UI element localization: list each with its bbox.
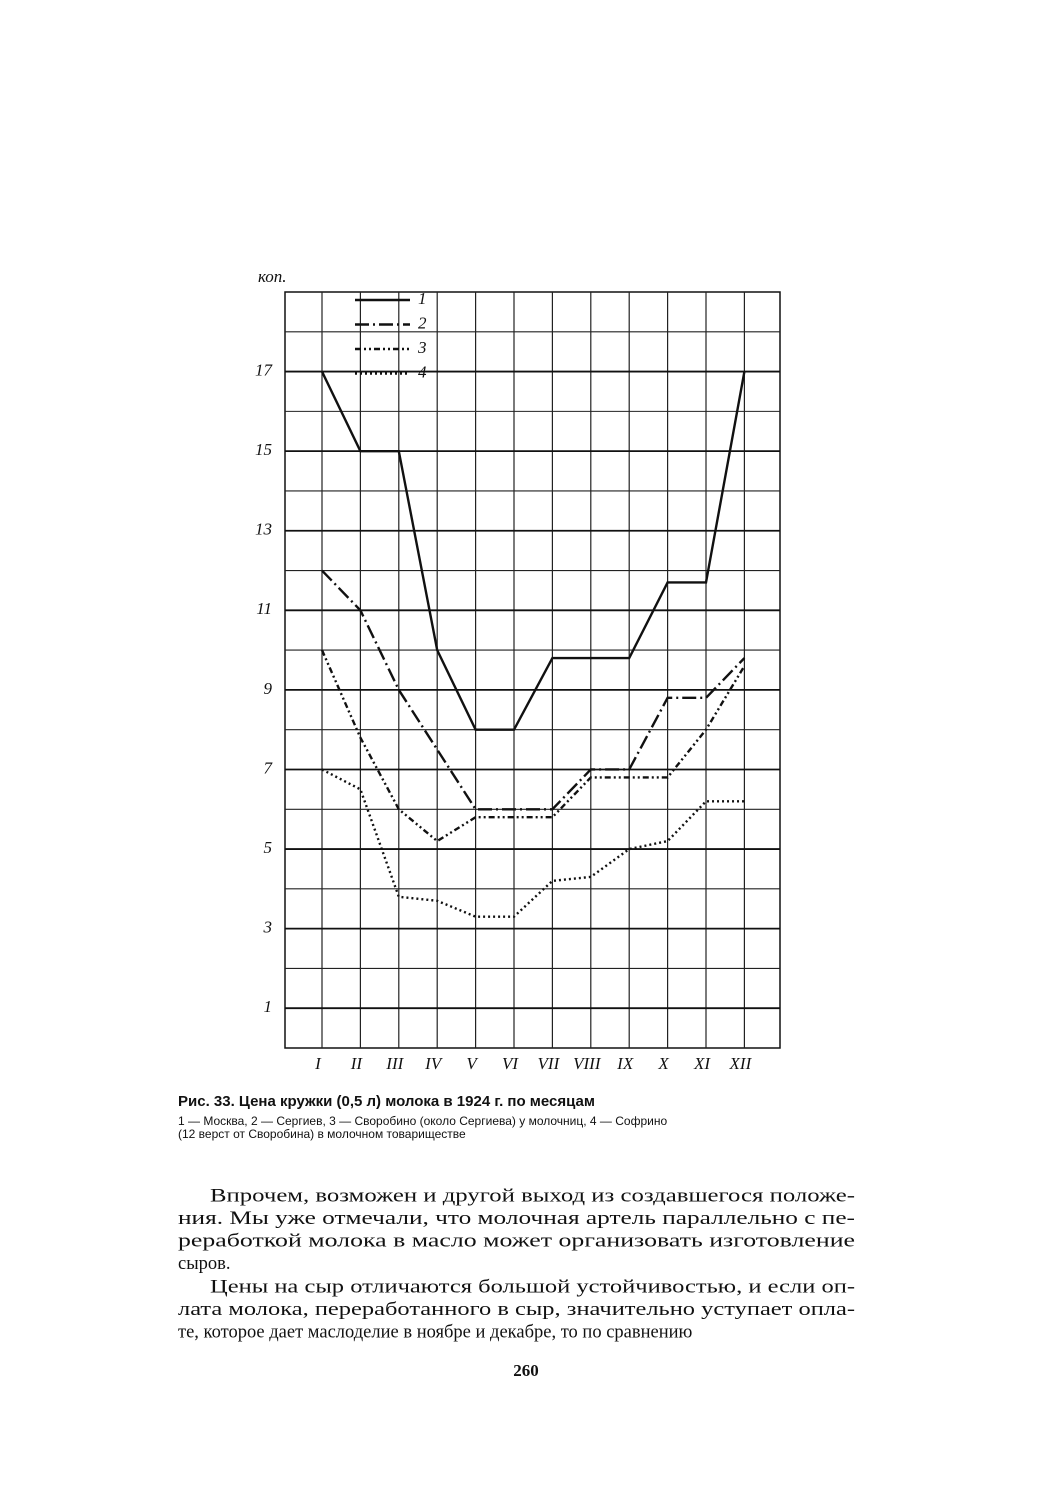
x-tick-label: VIII [573,1054,602,1073]
y-tick-label: 15 [255,440,272,459]
x-tick-label: IV [424,1054,444,1073]
x-tick-label: VII [538,1054,561,1073]
y-tick-label: 13 [255,520,272,539]
legend-label: 1 [418,289,427,308]
body-line: ния. Мы уже отмечали, что молочная артел… [178,1209,855,1229]
x-tick-label: XII [729,1054,753,1073]
y-tick-label: 3 [263,918,273,937]
x-tick-label: X [657,1054,669,1073]
series-line [321,569,746,811]
y-tick-label: 17 [255,360,274,379]
x-tick-label: II [350,1054,364,1073]
x-tick-label: III [385,1054,404,1073]
y-axis-label: коп. [258,267,287,286]
body-line: лата молока, переработанного в сыр, знач… [178,1300,855,1320]
body-line: Цены на сыр отличаются большой устойчиво… [210,1277,855,1297]
x-tick-label: XI [693,1054,711,1073]
y-tick-label: 9 [264,679,273,698]
x-tick-label: I [314,1054,322,1073]
body-line: Впрочем, возможен и другой выход из созд… [210,1186,855,1206]
legend-label: 2 [418,313,427,332]
body-line: сыров. [178,1254,231,1274]
plot-frame [284,291,781,1049]
caption-line: 1 — Москва, 2 — Сергиев, 3 — Своробино (… [178,1114,667,1128]
y-tick-label: 1 [264,997,273,1016]
x-tick-label: V [466,1054,479,1073]
series-line [320,649,746,843]
x-tick-label: VI [502,1054,519,1073]
series-line [320,371,746,731]
caption-title: Рис. 33. Цена кружки (0,5 л) молока в 19… [178,1093,595,1110]
y-tick-label: 11 [256,599,272,618]
legend-label: 3 [417,338,427,357]
series-line [321,768,745,918]
page-number: 260 [513,1361,539,1380]
x-tick-label: IX [616,1054,634,1073]
legend-label: 4 [418,362,427,381]
body-line: те, которое дает маслоделие в ноябре и д… [178,1322,693,1342]
y-tick-label: 7 [264,758,274,777]
caption-line: (12 верст от Своробина) в молочном товар… [178,1127,466,1141]
y-tick-label: 5 [264,838,273,857]
body-line: реработкой молока в масло может организо… [178,1231,855,1251]
